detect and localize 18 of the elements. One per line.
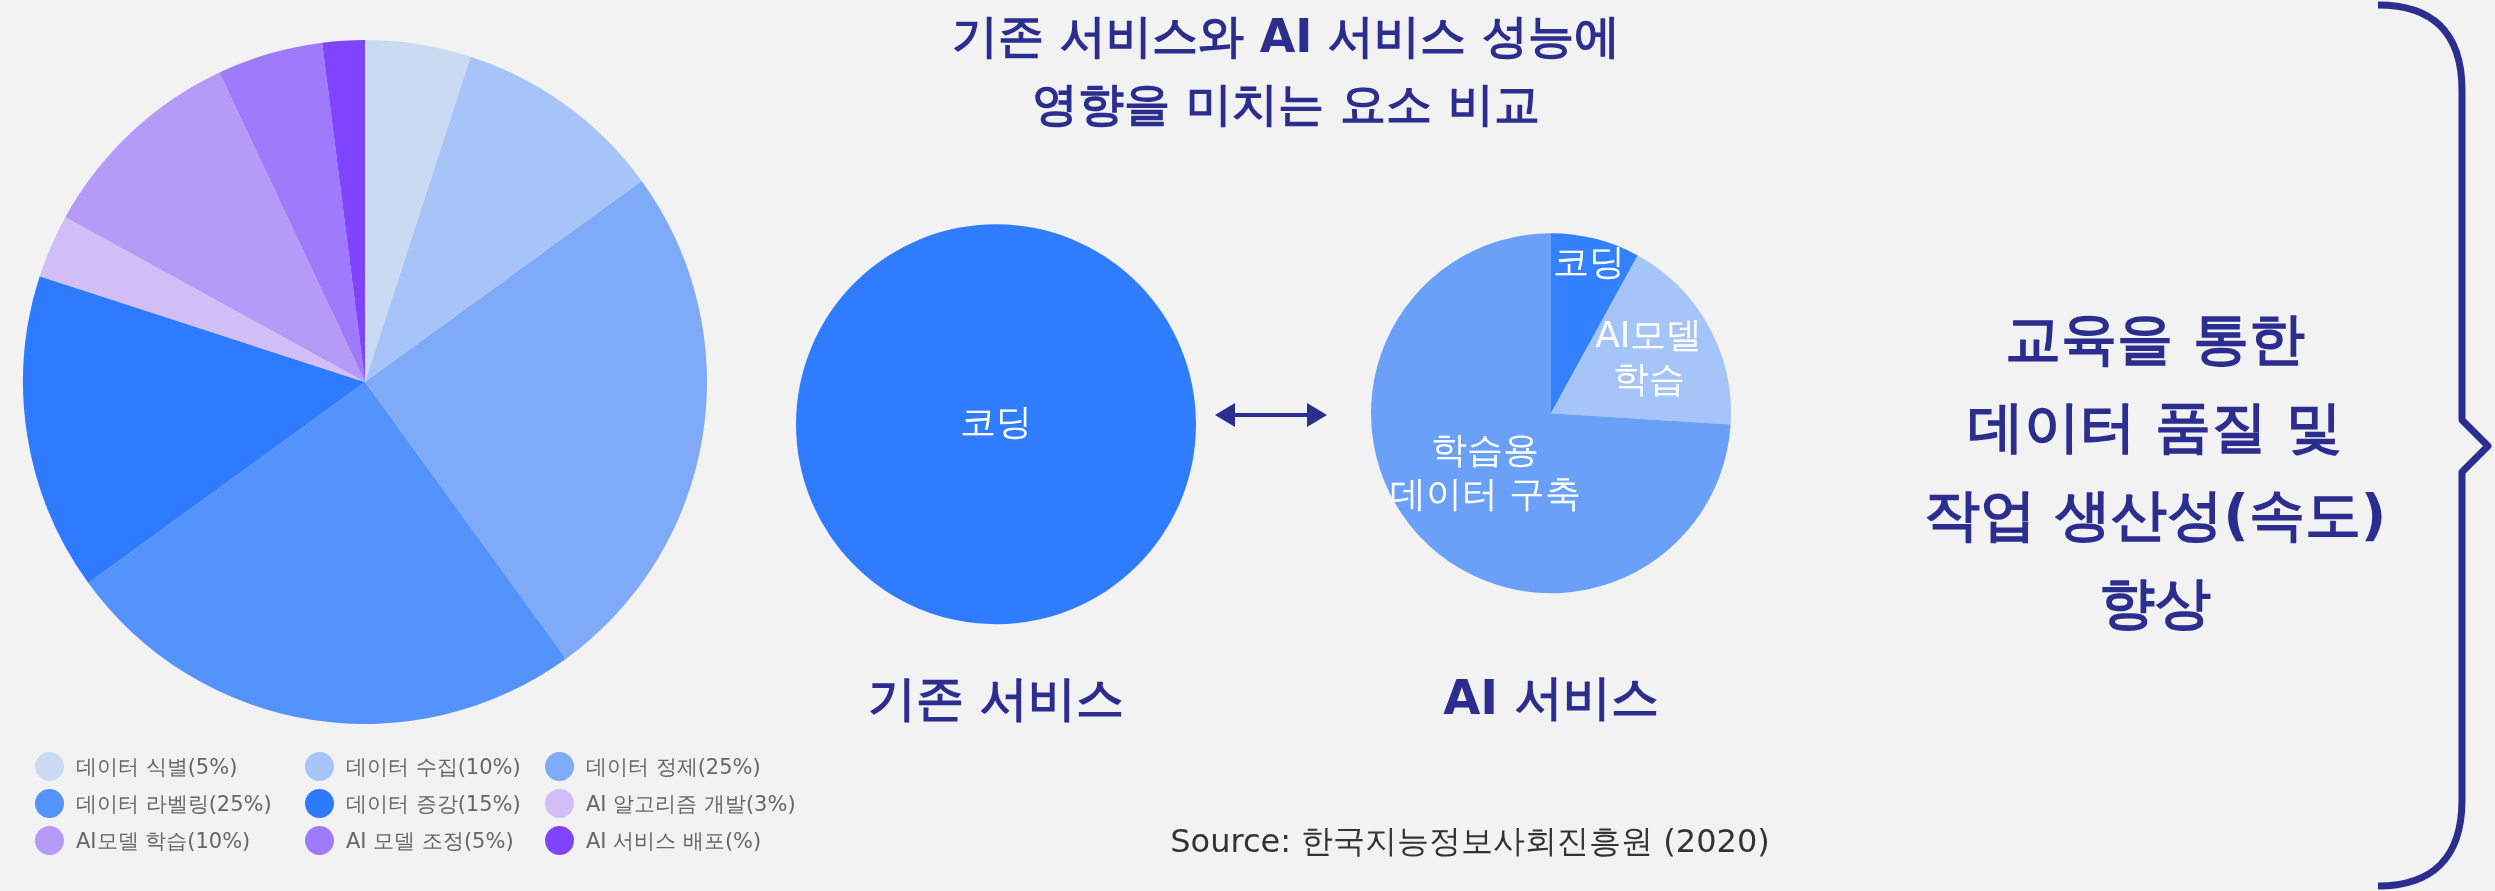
slice-label: 코딩 [1553,241,1626,283]
source-note: Source: 한국지능정보사회진흥원 (2020) [1170,821,1770,862]
legend-label: 데이터 정제(25%) [586,753,761,781]
legend-label: 데이터 증강(15%) [346,790,521,818]
slice-label: 학습용 데이터 구축 [1389,429,1582,515]
legend-label: 데이터 라벨링(25%) [76,790,272,818]
legend-label: AI모델 학습(10%) [76,827,251,855]
slice-label: AI모델 학습 [1595,313,1703,399]
text: 기존 서비스와 AI 서비스 성능에 영향을 미치는 요소 비교 [950,8,1622,133]
legend-label: AI 모델 조정(5%) [346,827,514,855]
text: 교육을 통한 데이터 품질 및 작업 생산성(속도) 향상 [1922,305,2388,637]
text: AI 서비스 [1443,668,1659,725]
legend-label: AI 알고리즘 개발(3%) [586,790,796,818]
slice-label: 코딩 [960,400,1032,442]
legend-label: 데이터 식별(5%) [76,753,238,781]
legend-label: AI 서비스 배포(%) [586,827,762,855]
legend-label: 데이터 수집(10%) [346,753,521,781]
text: 기존 서비스 [867,669,1125,726]
